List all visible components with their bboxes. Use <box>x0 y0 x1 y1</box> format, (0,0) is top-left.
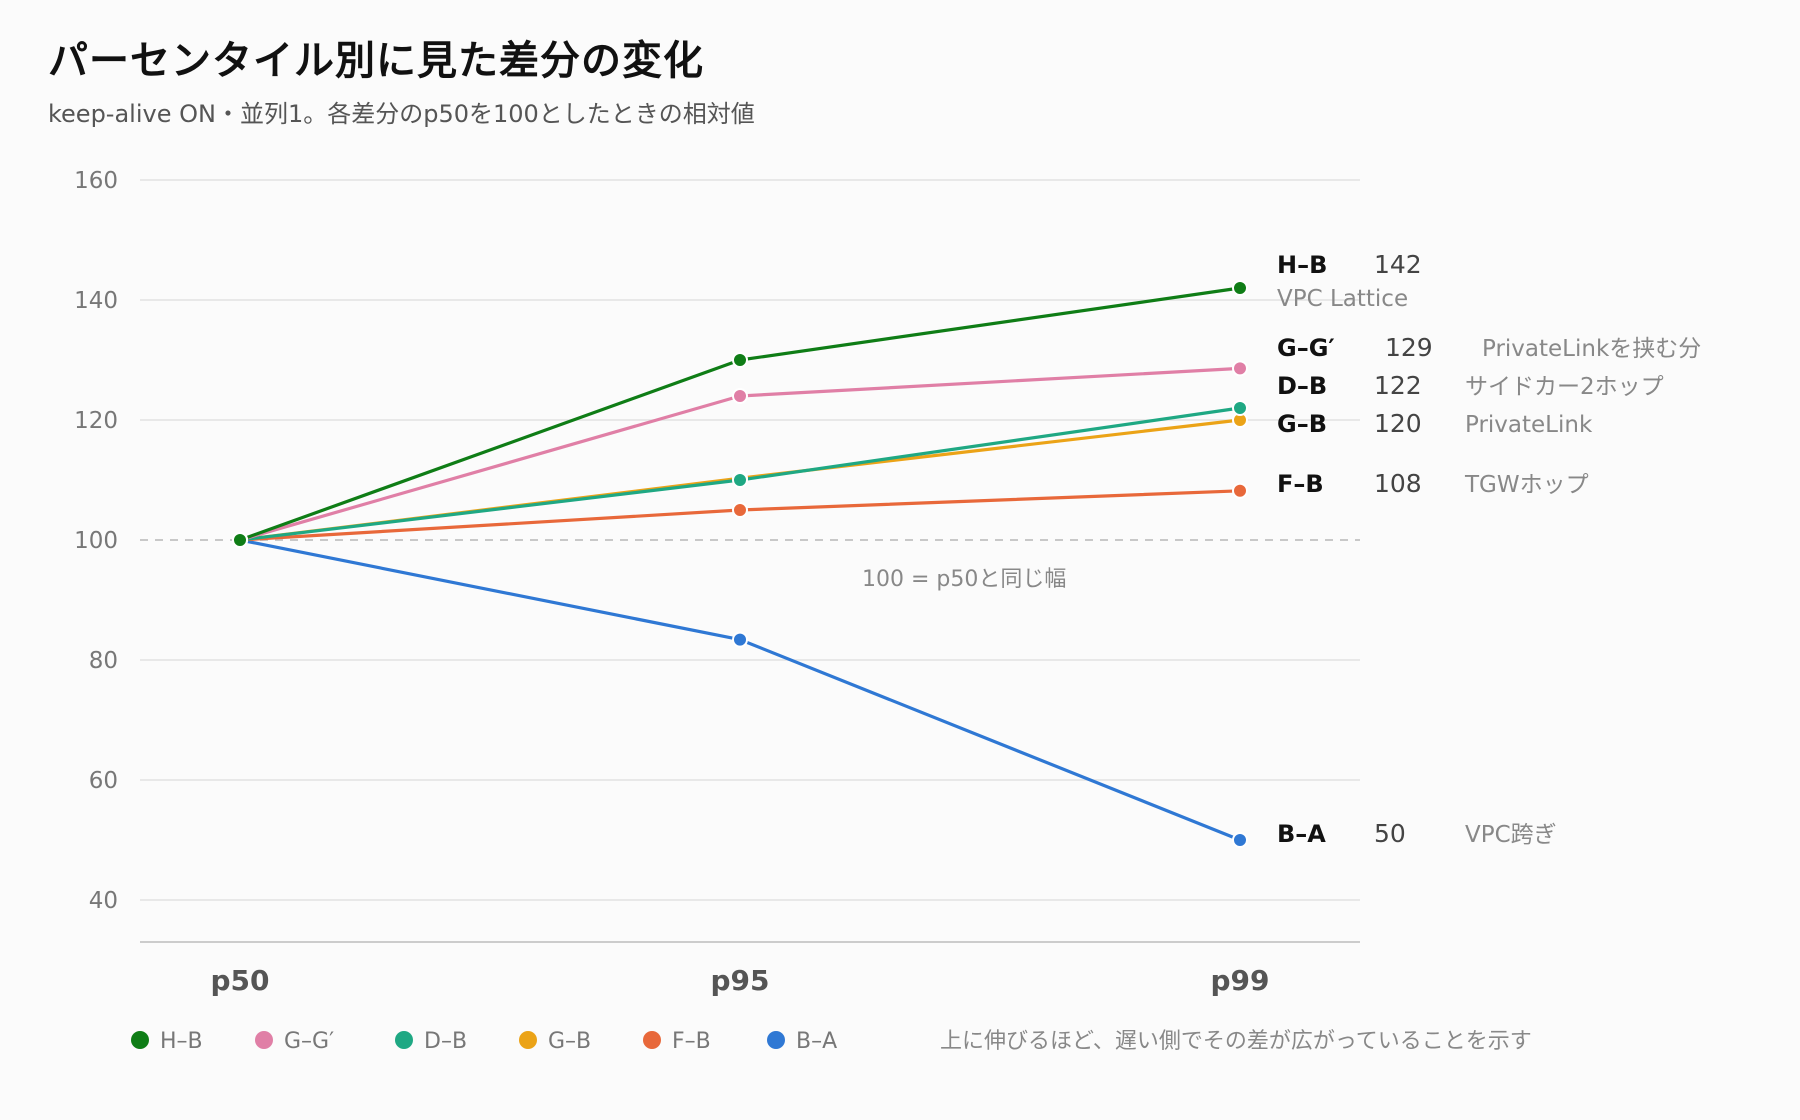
x-tick-label: p95 <box>710 964 769 997</box>
y-tick-label: 120 <box>74 408 118 434</box>
series-note: VPC Lattice <box>1277 286 1408 312</box>
x-tick-label: p50 <box>210 964 269 997</box>
series-end-value: 129 <box>1385 333 1433 362</box>
legend-marker <box>395 1031 413 1049</box>
series-note: TGWホップ <box>1464 472 1589 498</box>
series-end-label: G–B <box>1277 410 1327 438</box>
series-note: PrivateLinkを挟む分 <box>1482 336 1701 362</box>
series-end-value: 108 <box>1374 469 1422 498</box>
series-note: サイドカー2ホップ <box>1465 374 1664 400</box>
reference-line-label: 100 = p50と同じ幅 <box>862 567 1066 592</box>
series-end-label: H–B <box>1277 251 1327 279</box>
legend-label: B–A <box>796 1029 837 1054</box>
legend-marker <box>643 1031 661 1049</box>
legend-label: D–B <box>424 1029 467 1054</box>
y-tick-label: 80 <box>89 648 118 674</box>
y-tick-label: 60 <box>89 768 118 794</box>
legend-marker <box>131 1031 149 1049</box>
y-tick-label: 140 <box>74 288 118 314</box>
data-point <box>732 631 748 648</box>
series-end-value: 50 <box>1374 819 1406 848</box>
x-tick-label: p99 <box>1210 964 1269 997</box>
legend-label: F–B <box>672 1029 711 1054</box>
legend-label: G–G′ <box>284 1029 334 1054</box>
data-point <box>732 502 748 518</box>
data-point <box>1232 482 1248 499</box>
data-point <box>1232 280 1248 296</box>
legend-label: G–B <box>548 1029 591 1054</box>
chart-title: パーセンタイル別に見た差分の変化 <box>48 38 704 84</box>
legend-marker <box>767 1031 785 1049</box>
series-lines <box>232 280 1248 848</box>
footer-note: 上に伸びるほど、遅い側でその差が広がっていることを示す <box>940 1029 1532 1054</box>
series-end-label: F–B <box>1277 470 1324 498</box>
data-point <box>232 532 248 548</box>
series-end-value: 122 <box>1374 371 1422 400</box>
data-point <box>732 388 748 404</box>
series-end-value: 120 <box>1374 409 1422 438</box>
legend-marker <box>255 1031 273 1049</box>
series-end-label: B–A <box>1277 820 1326 848</box>
y-tick-label: 160 <box>74 168 118 194</box>
data-point <box>1232 360 1248 377</box>
series-end-value: 142 <box>1374 250 1422 279</box>
data-point <box>732 472 748 488</box>
legend-marker <box>519 1031 537 1049</box>
series-line <box>239 538 1241 842</box>
series-end-label: G–G′ <box>1277 334 1335 362</box>
data-point <box>1232 400 1248 416</box>
y-tick-label: 40 <box>89 888 118 914</box>
data-point <box>732 352 748 368</box>
series-note: VPC跨ぎ <box>1465 822 1557 848</box>
legend-label: H–B <box>160 1029 203 1054</box>
data-point <box>1232 832 1248 848</box>
chart-subtitle: keep-alive ON・並列1。各差分のp50を100としたときの相対値 <box>48 100 755 128</box>
series-end-label: D–B <box>1277 372 1327 400</box>
series-note: PrivateLink <box>1465 412 1593 438</box>
y-tick-label: 100 <box>74 528 118 554</box>
